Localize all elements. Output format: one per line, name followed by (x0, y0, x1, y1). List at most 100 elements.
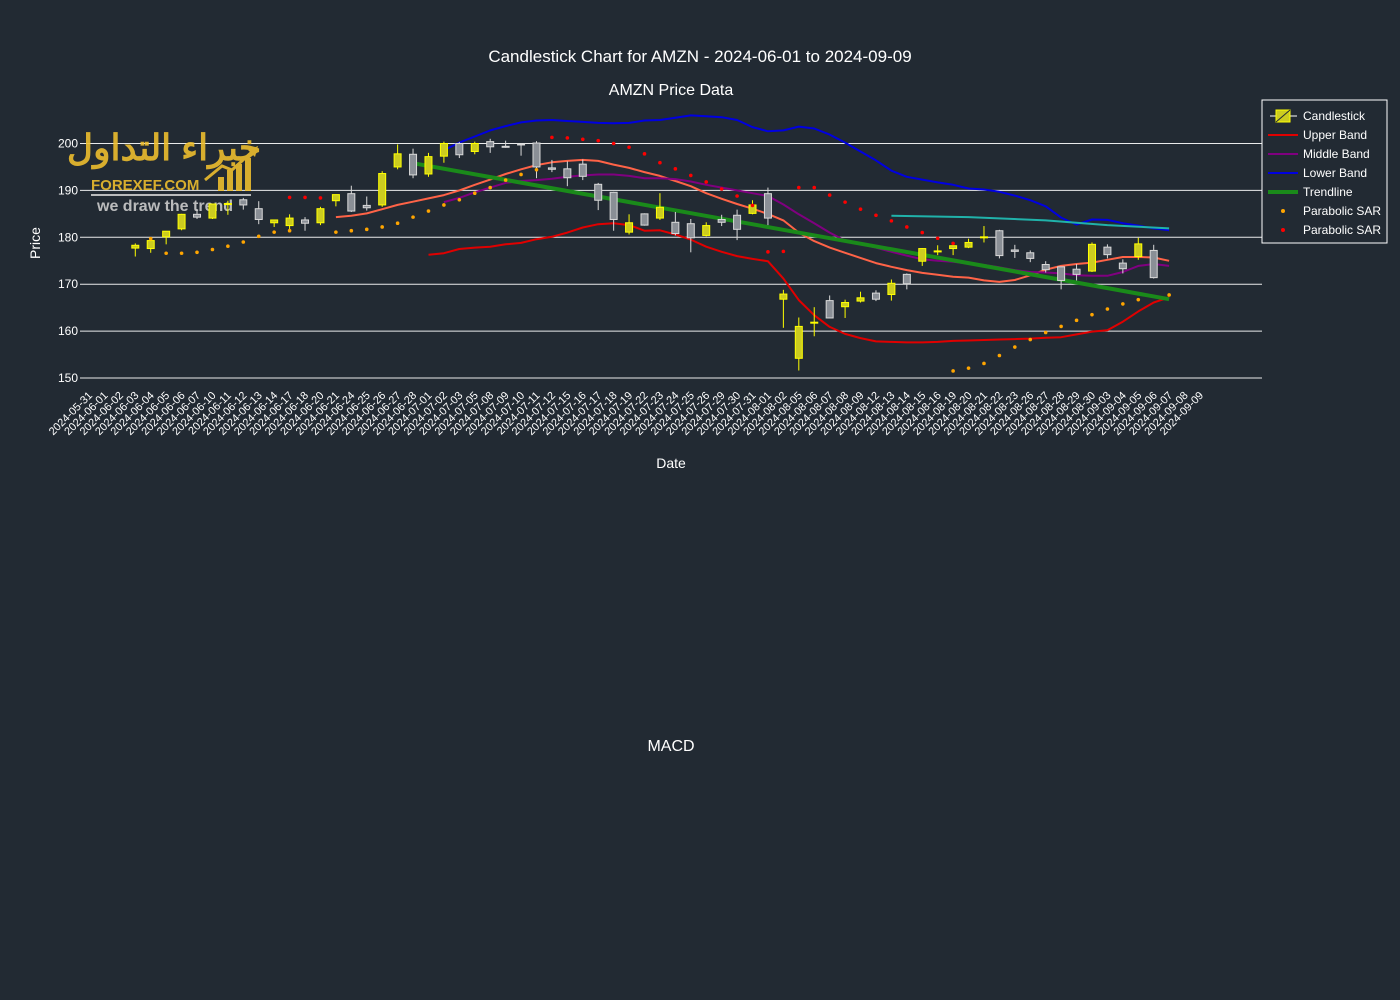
macd-subplot-title: MACD (647, 738, 694, 755)
sar-dot-down (874, 213, 878, 218)
sar-dot-up (1167, 293, 1171, 297)
forexef-logo: خبراء التداول FOREXEF.COM we draw the tr… (67, 127, 261, 215)
candle-body (301, 219, 310, 224)
sar-dot-down (596, 138, 601, 143)
candle (439, 141, 448, 163)
sar-dot-down (719, 187, 724, 191)
candle (162, 230, 171, 245)
sar-dot-up (1028, 337, 1033, 342)
legend-label: Candlestick (1303, 109, 1366, 123)
sar-dot-up (349, 228, 354, 233)
candle (347, 185, 356, 212)
candle-body (439, 143, 448, 157)
legend-candle-slash-icon (1275, 109, 1291, 123)
candle (547, 159, 556, 173)
sar-dot-down (318, 196, 323, 200)
candle (470, 141, 479, 155)
legend-label: Middle Band (1303, 147, 1370, 161)
candle-body (702, 225, 711, 236)
candle-body (1134, 243, 1143, 258)
teal-line (891, 214, 1170, 230)
legend-label: Parabolic SAR (1303, 204, 1381, 218)
trendline (412, 161, 1170, 302)
candle (686, 219, 695, 253)
candle-body (1103, 246, 1112, 256)
candle (933, 245, 942, 256)
candle (208, 203, 217, 220)
y-tick-labels: 150 160 170 180 190 200 (58, 137, 78, 386)
y-tick-label: 190 (58, 183, 78, 197)
candle (995, 229, 1004, 259)
candle-body (347, 193, 356, 212)
sar-dot-down (781, 249, 786, 254)
sar-dot-down (766, 250, 770, 254)
grid-lines (80, 143, 1262, 379)
candle (1010, 244, 1019, 258)
sar-dot-down (920, 230, 925, 235)
candle-body (239, 199, 248, 206)
candle (239, 197, 248, 210)
legend-item: Parabolic SAR (1281, 204, 1381, 218)
sar-dot-up (164, 251, 168, 256)
candle-body (1010, 249, 1019, 252)
lower-band-line (443, 114, 1170, 232)
upper-band-line (428, 222, 1170, 344)
candle (1057, 266, 1066, 290)
sar-dot-up (1043, 330, 1048, 335)
legend: Candlestick Upper Band Middle Band Lower Ba… (1261, 99, 1388, 244)
candle-body (424, 156, 433, 175)
candle (717, 214, 726, 227)
candle-body (625, 222, 634, 233)
candle-body (1057, 266, 1066, 281)
candle (409, 148, 418, 179)
sar-dot-down (287, 195, 292, 200)
candles-layer (131, 138, 1158, 371)
candle (856, 291, 865, 303)
candle (964, 238, 973, 249)
candle-body (640, 213, 649, 226)
sar-dot-up (1074, 318, 1079, 323)
legend-label: Upper Band (1303, 128, 1367, 142)
candle (424, 152, 433, 177)
candle (1103, 244, 1112, 259)
y-tick-label: 150 (58, 371, 78, 385)
candle (825, 295, 834, 319)
candle-body (501, 145, 510, 148)
sar-dot-up (951, 369, 955, 373)
candle-body (455, 143, 464, 156)
candle (609, 191, 618, 231)
sar-dot-down (673, 167, 678, 171)
sar-dot-down (905, 225, 909, 229)
candle-body (902, 273, 911, 285)
candle (563, 161, 572, 187)
candle (254, 201, 263, 225)
sar-dot-up (982, 361, 986, 366)
candle (193, 209, 202, 220)
candle-body (362, 204, 371, 209)
candle-body (609, 191, 618, 220)
candle (671, 211, 680, 236)
candle-body (131, 244, 140, 249)
candle-body (270, 219, 279, 224)
candle-body (563, 168, 572, 179)
sar-dot-up (519, 172, 523, 177)
candle-body (949, 245, 958, 250)
y-tick-label: 170 (58, 277, 78, 291)
candle (1149, 244, 1158, 279)
candle (532, 141, 541, 179)
candle-body (285, 217, 294, 227)
candle-body (146, 240, 155, 250)
candle (285, 214, 294, 231)
sar-dot-down (797, 185, 801, 190)
candle-body (1072, 268, 1081, 275)
sar-dot-up (148, 236, 153, 241)
sar-dot-down (889, 219, 894, 223)
sar-dot-down (627, 145, 631, 150)
sar-layer (148, 135, 1171, 373)
candle-body (331, 194, 340, 202)
candle (887, 279, 896, 301)
legend-item: Upper Band (1268, 128, 1367, 142)
candle (902, 273, 911, 290)
candle-body (856, 297, 865, 302)
sar-dot-down (642, 152, 647, 156)
